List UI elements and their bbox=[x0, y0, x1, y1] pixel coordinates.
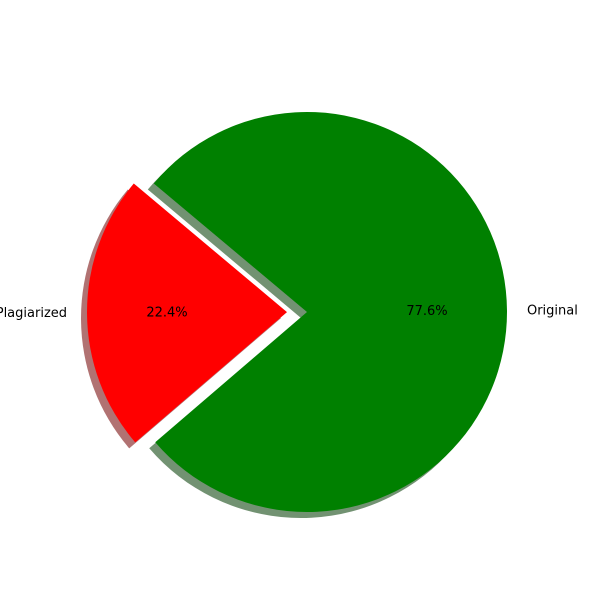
slice-label-original: Original bbox=[527, 303, 578, 318]
percent-label-plagiarized: 22.4% bbox=[146, 305, 187, 320]
pie-slice-plagiarized bbox=[87, 183, 288, 443]
slice-label-plagiarized: Plagiarized bbox=[0, 306, 67, 321]
percent-label-original: 77.6% bbox=[406, 304, 447, 319]
slice-layer bbox=[87, 112, 507, 513]
label-layer: Plagiarized 22.4% Original 77.6% bbox=[0, 303, 578, 321]
pie-slice-original bbox=[153, 112, 507, 513]
